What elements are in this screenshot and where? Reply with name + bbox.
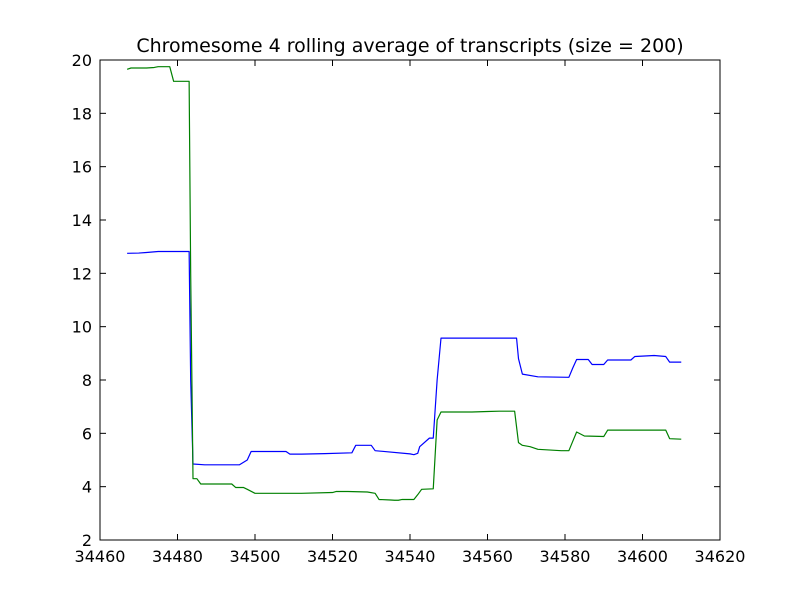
y-tick-label-20: 20 xyxy=(72,51,92,70)
plot-area-frame xyxy=(99,59,721,541)
x-tick-label-34460: 34460 xyxy=(75,547,126,566)
x-tick-label-34540: 34540 xyxy=(385,547,436,566)
x-tick-label-34560: 34560 xyxy=(462,547,513,566)
series-line-1 xyxy=(127,250,682,466)
series-line-2 xyxy=(126,66,682,501)
series-layer xyxy=(126,66,682,501)
y-tick-label-10: 10 xyxy=(72,318,92,337)
y-tick-label-12: 12 xyxy=(72,264,92,283)
x-tick-label-34620: 34620 xyxy=(695,547,746,566)
x-tick-label-34520: 34520 xyxy=(307,547,358,566)
y-tick-label-6: 6 xyxy=(82,424,92,443)
chart-title: Chromesome 4 rolling average of transcri… xyxy=(136,35,683,57)
x-tick-label-34480: 34480 xyxy=(152,547,203,566)
y-tick-label-16: 16 xyxy=(72,158,92,177)
x-tick-label-34500: 34500 xyxy=(230,547,281,566)
x-tick-label-34600: 34600 xyxy=(617,547,668,566)
axis-ticks: 34460 34480 34500 34520 34540 34560 34580 34600… xyxy=(72,51,746,566)
x-tick-label-34580: 34580 xyxy=(540,547,591,566)
y-tick-label-18: 18 xyxy=(72,104,92,123)
y-tick-label-4: 4 xyxy=(82,478,92,497)
y-tick-label-8: 8 xyxy=(82,371,92,390)
y-tick-label-14: 14 xyxy=(72,211,92,230)
y-tick-label-2: 2 xyxy=(82,531,92,550)
